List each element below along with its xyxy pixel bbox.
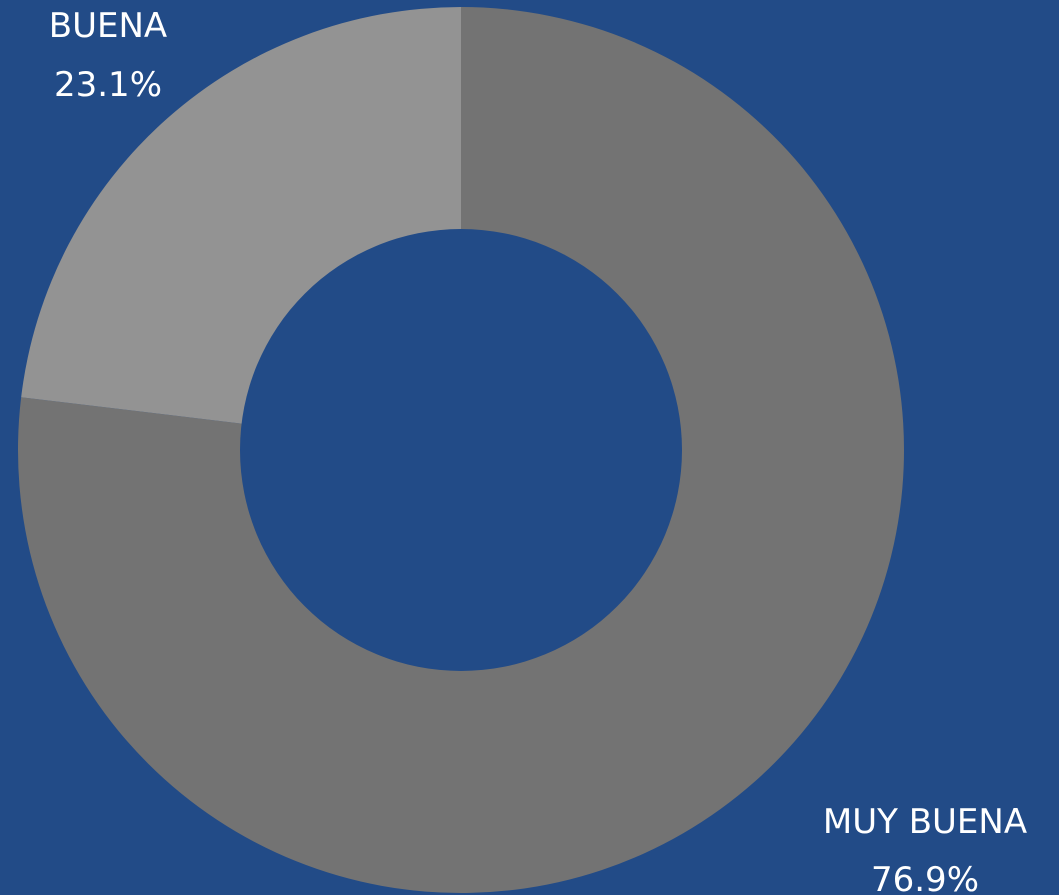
slice-value-label-buena: 23.1%	[54, 65, 162, 105]
labels-layer: MUY BUENA 76.9% BUENA 23.1%	[49, 6, 1027, 895]
slice-label-buena: BUENA	[49, 6, 167, 46]
slice-value-label-muy-buena: 76.9%	[871, 860, 979, 895]
donut-hole	[240, 229, 682, 671]
slice-label-muy-buena: MUY BUENA	[823, 802, 1027, 842]
